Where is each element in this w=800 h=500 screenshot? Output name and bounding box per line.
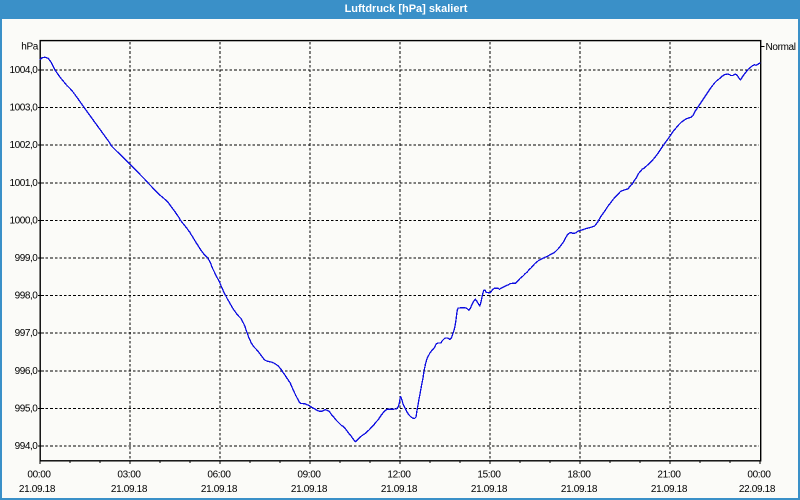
svg-text:21.09.18: 21.09.18 xyxy=(111,484,148,495)
svg-text:21.09.18: 21.09.18 xyxy=(19,484,56,495)
svg-text:994,0: 994,0 xyxy=(15,441,39,452)
svg-text:21.09.18: 21.09.18 xyxy=(201,484,238,495)
svg-text:21.09.18: 21.09.18 xyxy=(651,484,688,495)
svg-text:21:00: 21:00 xyxy=(657,470,681,481)
svg-text:Normal: Normal xyxy=(766,42,796,53)
svg-text:21.09.18: 21.09.18 xyxy=(291,484,328,495)
svg-text:1003,0: 1003,0 xyxy=(10,103,39,114)
svg-text:1002,0: 1002,0 xyxy=(10,140,39,151)
svg-text:1000,0: 1000,0 xyxy=(10,215,39,226)
svg-text:06:00: 06:00 xyxy=(207,470,231,481)
svg-text:00:00: 00:00 xyxy=(747,470,771,481)
svg-text:hPa: hPa xyxy=(21,42,39,53)
svg-text:15:00: 15:00 xyxy=(477,470,501,481)
svg-text:997,0: 997,0 xyxy=(15,328,39,339)
svg-text:22.09.18: 22.09.18 xyxy=(739,484,776,495)
svg-text:00:00: 00:00 xyxy=(27,470,51,481)
svg-text:12:00: 12:00 xyxy=(387,470,411,481)
svg-text:1004,0: 1004,0 xyxy=(10,65,39,76)
svg-text:09:00: 09:00 xyxy=(297,470,321,481)
svg-text:03:00: 03:00 xyxy=(117,470,141,481)
svg-text:996,0: 996,0 xyxy=(15,366,39,377)
svg-text:21.09.18: 21.09.18 xyxy=(471,484,508,495)
svg-text:995,0: 995,0 xyxy=(15,403,39,414)
svg-text:21.09.18: 21.09.18 xyxy=(381,484,418,495)
svg-text:18:00: 18:00 xyxy=(567,470,591,481)
svg-text:999,0: 999,0 xyxy=(15,253,39,264)
svg-text:1001,0: 1001,0 xyxy=(10,178,39,189)
svg-text:998,0: 998,0 xyxy=(15,291,39,302)
svg-text:21.09.18: 21.09.18 xyxy=(561,484,598,495)
